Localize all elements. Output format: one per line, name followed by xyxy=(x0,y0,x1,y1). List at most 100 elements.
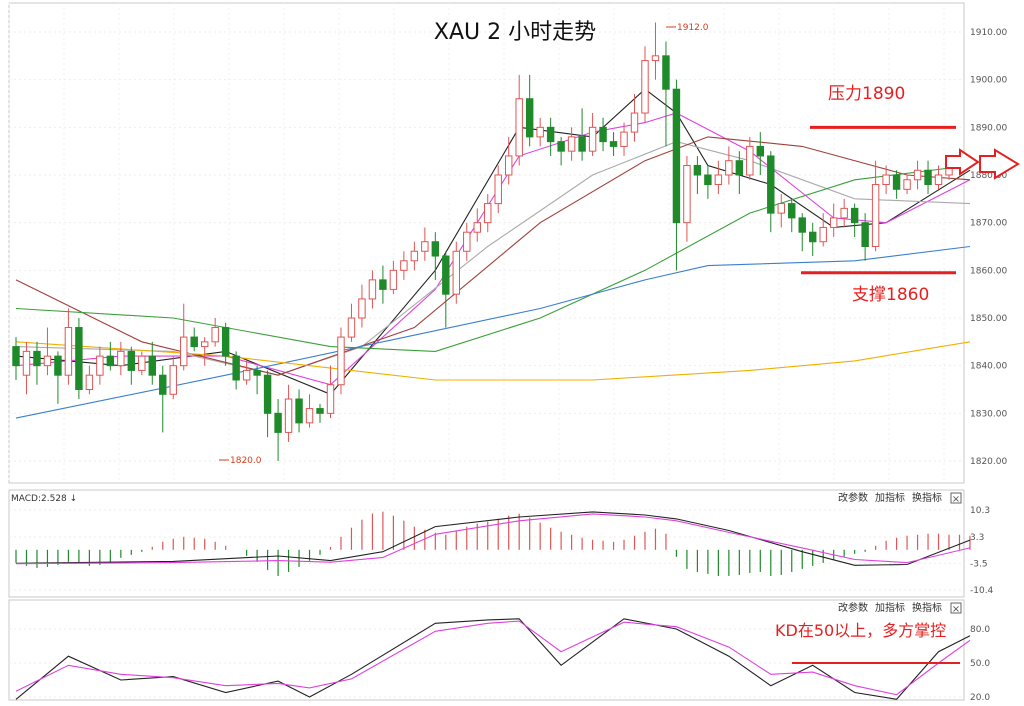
candle-body xyxy=(347,317,356,338)
candle-body xyxy=(368,279,377,300)
candle-body xyxy=(536,126,544,138)
candle-body xyxy=(106,355,115,367)
low-marker: 1820.0 xyxy=(230,456,262,466)
candle-body xyxy=(882,174,890,186)
kd-panel-frame xyxy=(8,599,965,701)
close-button[interactable] xyxy=(950,492,962,504)
candle-body xyxy=(138,355,146,371)
candle-body xyxy=(22,350,31,376)
candle-body xyxy=(284,398,293,433)
candle-body xyxy=(557,141,565,152)
close-icon: × xyxy=(952,494,960,505)
candle-body xyxy=(463,231,471,252)
candle-body xyxy=(232,355,240,381)
candle-body xyxy=(504,155,513,176)
candle-body xyxy=(75,327,83,390)
edit-params-button[interactable]: 改参数 xyxy=(838,601,868,614)
candle-body xyxy=(609,141,618,147)
candle-body xyxy=(337,336,345,386)
candle-body xyxy=(567,136,576,152)
candle-body xyxy=(274,412,282,433)
candle-body xyxy=(714,174,723,186)
candle-body xyxy=(672,88,681,224)
candle-body xyxy=(630,112,639,133)
macd-panel-frame xyxy=(8,489,965,598)
candle-body xyxy=(756,145,765,157)
y-tick-label: 1870.00 xyxy=(970,219,1007,229)
add-indicator-button[interactable]: 加指标 xyxy=(875,491,905,504)
kd-d-line xyxy=(15,620,971,696)
close-button[interactable] xyxy=(950,602,962,614)
candle-body xyxy=(892,174,901,190)
candle-body xyxy=(819,226,827,243)
candle-body xyxy=(913,169,922,181)
candle-body xyxy=(169,365,177,395)
macd-dif-line xyxy=(15,511,971,566)
candle-body xyxy=(295,398,303,424)
macd-value-label: MACD:2.528 ↓ xyxy=(11,494,77,504)
candle-body xyxy=(117,350,125,367)
candle-body xyxy=(767,155,775,214)
candle-body xyxy=(484,203,492,224)
candle-body xyxy=(305,408,314,424)
kd-k-line xyxy=(15,618,971,700)
moving-average-line xyxy=(15,164,971,352)
candle-body xyxy=(400,260,408,271)
candle-body xyxy=(903,179,911,190)
arrow-right-icon xyxy=(945,148,980,176)
candle-body xyxy=(588,126,597,152)
candle-body xyxy=(96,355,104,376)
candle-body xyxy=(242,369,251,381)
y-tick-label: 1910.00 xyxy=(970,28,1007,38)
candle-body xyxy=(253,369,261,376)
y-tick-label: 1850.00 xyxy=(970,314,1007,324)
candle-body xyxy=(43,355,52,367)
candle-body xyxy=(546,126,555,143)
switch-indicator-button[interactable]: 换指标 xyxy=(912,491,942,504)
high-marker: 1912.0 xyxy=(677,23,709,33)
candle-body xyxy=(410,250,419,262)
candle-body xyxy=(704,174,712,186)
candle-body xyxy=(33,350,41,367)
candle-body xyxy=(12,346,20,367)
candle-body xyxy=(725,160,733,176)
candle-body xyxy=(211,327,219,343)
macd-tick-label: -3.5 xyxy=(970,559,988,569)
candle-body xyxy=(662,55,670,90)
candle-body xyxy=(620,131,628,147)
candle-body xyxy=(64,327,73,376)
moving-average-line xyxy=(15,141,971,376)
moving-average-line xyxy=(15,136,971,376)
switch-indicator-button[interactable]: 换指标 xyxy=(912,601,942,614)
candle-body xyxy=(190,336,198,348)
y-tick-label: 1860.00 xyxy=(970,266,1007,276)
candle-body xyxy=(85,374,94,391)
candle-body xyxy=(494,174,502,205)
main-panel-frame xyxy=(8,2,965,484)
chart-title: XAU 2 小时走势 xyxy=(434,20,596,45)
candle-body xyxy=(326,384,335,414)
moving-average-line xyxy=(15,245,971,419)
candle-body xyxy=(421,241,429,252)
candle-body xyxy=(200,341,209,348)
candle-body xyxy=(746,145,754,176)
macd-dea-line xyxy=(15,513,971,565)
edit-params-button[interactable]: 改参数 xyxy=(838,491,868,504)
candle-body xyxy=(693,164,702,176)
candle-body xyxy=(599,126,607,143)
add-indicator-button[interactable]: 加指标 xyxy=(875,601,905,614)
y-tick-label: 1900.00 xyxy=(970,76,1007,86)
support-label: 支撑1860 xyxy=(852,285,929,305)
candle-body xyxy=(127,350,136,371)
y-tick-label: 1880.00 xyxy=(970,171,1007,181)
y-tick-label: 1840.00 xyxy=(970,362,1007,372)
candle-body xyxy=(452,250,461,295)
kd-tick-label: 80.0 xyxy=(970,625,990,635)
candle-body xyxy=(850,207,859,224)
candle-body xyxy=(861,222,869,248)
candle-body xyxy=(148,355,156,376)
y-tick-label: 1820.00 xyxy=(970,457,1007,467)
candle-body xyxy=(180,336,188,367)
resistance-label: 压力1890 xyxy=(828,84,905,104)
